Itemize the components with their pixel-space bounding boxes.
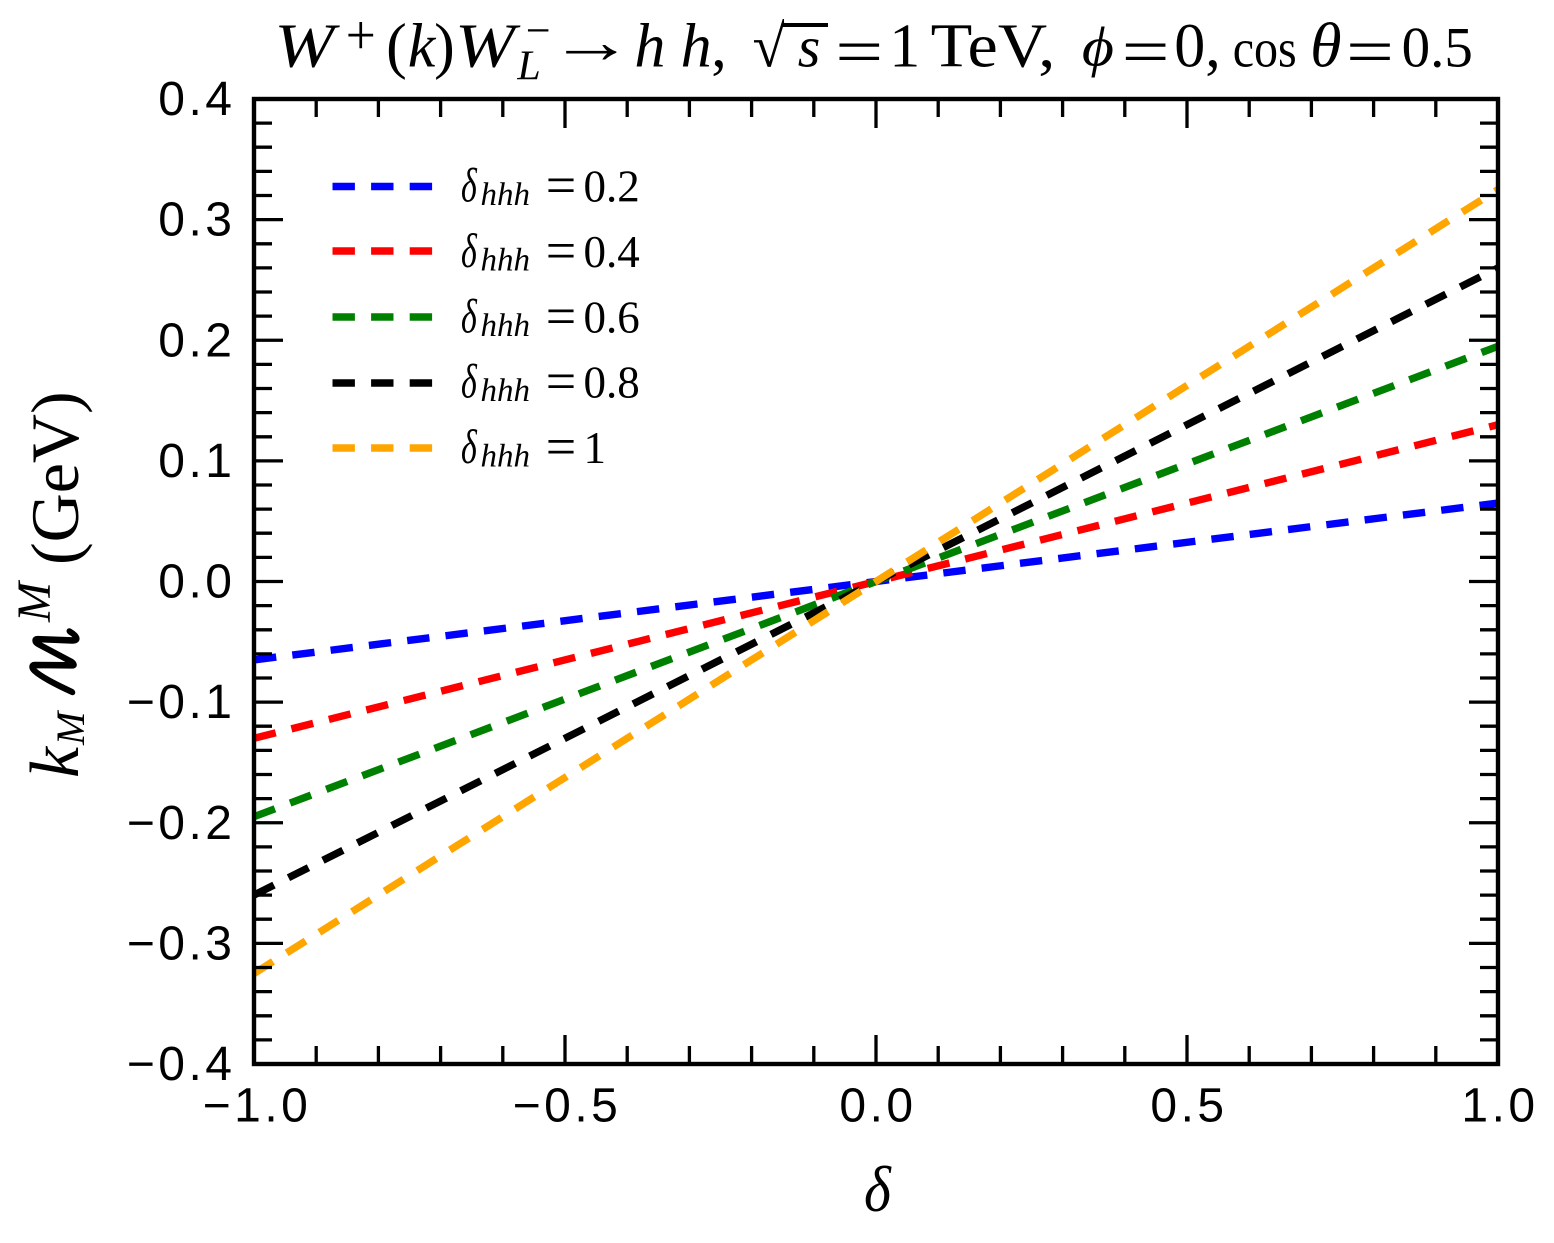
svg-text:,: ,	[711, 13, 727, 81]
svg-text:1: 1	[584, 423, 607, 473]
svg-text:0.3: 0.3	[158, 194, 235, 247]
svg-text:=: =	[546, 286, 576, 346]
svg-text:(GeV): (GeV)	[17, 391, 93, 565]
svg-text:δ: δ	[864, 1155, 892, 1226]
svg-text:=: =	[546, 155, 576, 215]
svg-text:W: W	[455, 13, 521, 81]
svg-text:0.4: 0.4	[158, 73, 235, 126]
svg-text:hhh: hhh	[481, 373, 531, 409]
svg-text:0.2: 0.2	[158, 314, 235, 367]
svg-text:→: →	[549, 8, 634, 76]
svg-text:W: W	[274, 13, 340, 81]
svg-text:−0.4: −0.4	[127, 1038, 236, 1091]
svg-text:0.2: 0.2	[584, 162, 640, 212]
svg-text:s: s	[798, 15, 821, 80]
svg-text:δ: δ	[461, 225, 478, 278]
svg-text:δ: δ	[461, 356, 478, 409]
svg-text:=: =	[835, 16, 883, 89]
svg-text:0.8: 0.8	[584, 358, 640, 408]
svg-text:0.0: 0.0	[158, 556, 235, 609]
svg-text:√: √	[753, 14, 786, 80]
svg-text:δ: δ	[461, 291, 478, 344]
svg-text:+: +	[346, 5, 376, 67]
svg-text:0.1: 0.1	[158, 435, 235, 488]
svg-text:0,: 0,	[1174, 13, 1221, 81]
svg-text:−0.2: −0.2	[127, 797, 236, 850]
svg-text:0.4: 0.4	[584, 227, 640, 277]
svg-text:hhh: hhh	[481, 439, 531, 475]
svg-text:k: k	[17, 745, 94, 778]
svg-text:−0.5: −0.5	[513, 1080, 622, 1133]
svg-text:h: h	[634, 13, 665, 81]
svg-text:M: M	[8, 579, 61, 623]
svg-text:TeV,: TeV,	[931, 12, 1056, 80]
svg-text:1: 1	[889, 13, 920, 81]
svg-text:δ: δ	[461, 421, 478, 474]
svg-text:=: =	[1122, 16, 1170, 89]
svg-text:0.0: 0.0	[839, 1080, 916, 1133]
svg-text:M: M	[48, 709, 93, 746]
svg-text:=: =	[546, 220, 576, 280]
svg-text:−0.1: −0.1	[127, 676, 236, 729]
svg-text:k: k	[408, 13, 437, 81]
svg-text:−0.3: −0.3	[127, 917, 236, 970]
svg-text:(: (	[386, 13, 407, 81]
svg-text:=: =	[1346, 16, 1394, 89]
svg-text:): )	[434, 13, 455, 81]
svg-text:cos: cos	[1233, 19, 1297, 79]
svg-text:δ: δ	[461, 160, 478, 213]
svg-text:ϕ: ϕ	[1082, 15, 1114, 77]
svg-text:hhh: hhh	[481, 242, 531, 278]
svg-text:h: h	[681, 13, 712, 81]
svg-text:0.5: 0.5	[1402, 17, 1473, 80]
svg-text:L: L	[516, 44, 540, 90]
svg-text:θ: θ	[1310, 10, 1341, 81]
svg-text:hhh: hhh	[481, 308, 531, 344]
svg-text:0.6: 0.6	[584, 292, 640, 342]
svg-text:hhh: hhh	[481, 177, 531, 213]
svg-text:=: =	[546, 351, 576, 411]
svg-text:−1.0: −1.0	[203, 1080, 312, 1133]
svg-text:=: =	[546, 417, 576, 477]
svg-text:−: −	[526, 6, 551, 55]
svg-text:0.5: 0.5	[1150, 1080, 1227, 1133]
svg-text:1.0: 1.0	[1461, 1080, 1538, 1133]
